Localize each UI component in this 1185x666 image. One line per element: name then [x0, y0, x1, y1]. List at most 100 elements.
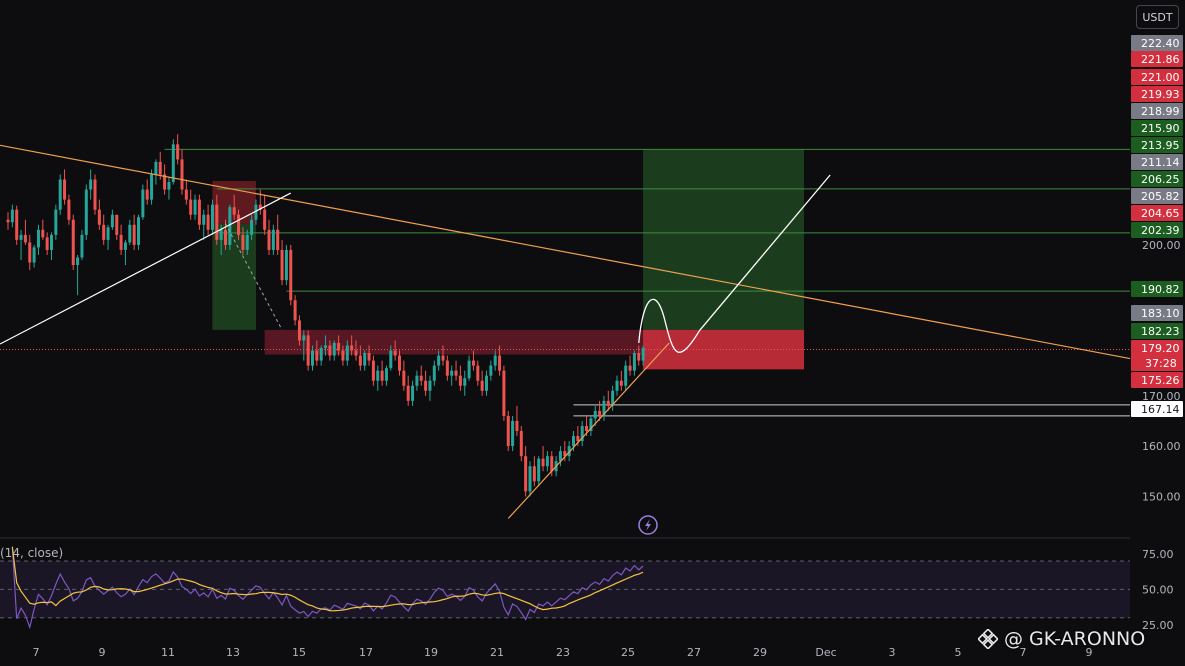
- candle: [232, 194, 236, 220]
- candle: [367, 345, 371, 366]
- candle: [450, 365, 454, 386]
- price-tag-label: 182.23: [1141, 325, 1180, 338]
- candle-body: [228, 207, 232, 245]
- candle: [480, 370, 484, 396]
- candle: [123, 239, 127, 266]
- candle: [171, 139, 175, 185]
- price-tag-box: [1131, 305, 1183, 321]
- price-tag: 190.82: [1131, 281, 1183, 297]
- candle-body: [393, 350, 397, 356]
- candle-body: [280, 249, 284, 281]
- price-tag-label: 179.20: [1141, 342, 1180, 355]
- price-axis[interactable]: 150.00 160.00 170.00 200.00: [1142, 239, 1181, 504]
- price-tag: 222.40: [1131, 35, 1183, 51]
- candle-body: [141, 189, 145, 218]
- candle-body: [32, 247, 36, 263]
- candle: [36, 224, 40, 255]
- candle-body: [237, 214, 241, 235]
- candle: [358, 345, 362, 371]
- candle: [32, 244, 36, 268]
- candle: [137, 214, 140, 250]
- candle-body: [606, 400, 610, 406]
- candle: [624, 360, 628, 391]
- time-tick-label: 19: [424, 646, 438, 659]
- candle: [180, 149, 184, 195]
- candle-body: [150, 174, 154, 200]
- uptrend-line-white: [0, 192, 292, 345]
- candle: [276, 214, 280, 255]
- candle: [458, 365, 462, 391]
- candle: [641, 345, 645, 366]
- candle-body: [598, 410, 602, 416]
- candle-body: [563, 451, 567, 457]
- lightning-icon[interactable]: [638, 515, 658, 535]
- candle-body: [176, 144, 180, 160]
- candle-body: [54, 209, 58, 235]
- candle-body: [589, 418, 593, 432]
- candle: [602, 395, 606, 421]
- candle: [306, 330, 310, 371]
- rsi-tick-label: 50.00: [1142, 583, 1174, 596]
- candle-body: [550, 456, 554, 472]
- candle: [506, 410, 510, 452]
- candle-body: [350, 345, 354, 351]
- candle: [311, 345, 314, 371]
- candle-body: [358, 355, 362, 366]
- candle-body: [615, 380, 619, 391]
- candle: [176, 134, 180, 165]
- candle: [467, 355, 471, 381]
- price-tag: 219.93: [1131, 86, 1183, 102]
- candle-body: [163, 174, 167, 190]
- rsi-band: [0, 561, 1130, 618]
- levels-layer: [0, 148, 1130, 417]
- price-tag: 218.99: [1131, 103, 1183, 119]
- candle-body: [376, 370, 380, 381]
- dashed-projection: [225, 223, 283, 331]
- currency-button[interactable]: USDT: [1136, 5, 1179, 29]
- downtrend-line: [0, 144, 1131, 360]
- candle-body: [506, 415, 510, 447]
- price-tag: 167.14: [1131, 401, 1183, 417]
- time-tick-label: 23: [556, 646, 570, 659]
- candle: [15, 205, 19, 245]
- candle: [606, 390, 610, 411]
- candle-body: [93, 179, 97, 210]
- candle-body: [519, 431, 523, 457]
- candle-body: [593, 410, 597, 419]
- candle-body: [132, 224, 136, 245]
- candle: [632, 350, 636, 376]
- candle: [415, 370, 419, 391]
- candle-body: [611, 390, 615, 406]
- candle-body: [454, 370, 458, 376]
- candle: [419, 365, 423, 386]
- candle-body: [576, 436, 580, 442]
- candle: [532, 456, 536, 487]
- candle: [354, 340, 358, 361]
- price-tick-label: 200.00: [1142, 239, 1181, 252]
- price-tag-label: 211.14: [1141, 156, 1180, 169]
- candle: [102, 214, 106, 245]
- candle-body: [315, 350, 319, 361]
- candle: [315, 340, 319, 366]
- price-tag: 183.10: [1131, 305, 1183, 321]
- candle: [619, 370, 623, 391]
- candle-body: [485, 375, 488, 391]
- candle: [45, 232, 49, 255]
- candle-body: [467, 360, 471, 379]
- candle-body: [580, 425, 584, 442]
- candle: [89, 169, 93, 200]
- candle-body: [458, 375, 462, 386]
- candle: [411, 380, 415, 406]
- candle: [589, 415, 593, 437]
- candle: [271, 224, 275, 255]
- candle-body: [84, 189, 88, 235]
- price-tag-label: 218.99: [1141, 105, 1180, 118]
- price-tag: 221.00: [1131, 69, 1183, 85]
- candle-body: [115, 214, 119, 235]
- candle: [263, 194, 267, 235]
- time-axis[interactable]: 7 9 11 13 15 17 19 21 23 25 27 29 Dec 3 5 7 9: [33, 646, 1093, 659]
- candle-body: [585, 425, 589, 432]
- price-tag-box: [1131, 323, 1183, 339]
- candle-body: [41, 229, 45, 238]
